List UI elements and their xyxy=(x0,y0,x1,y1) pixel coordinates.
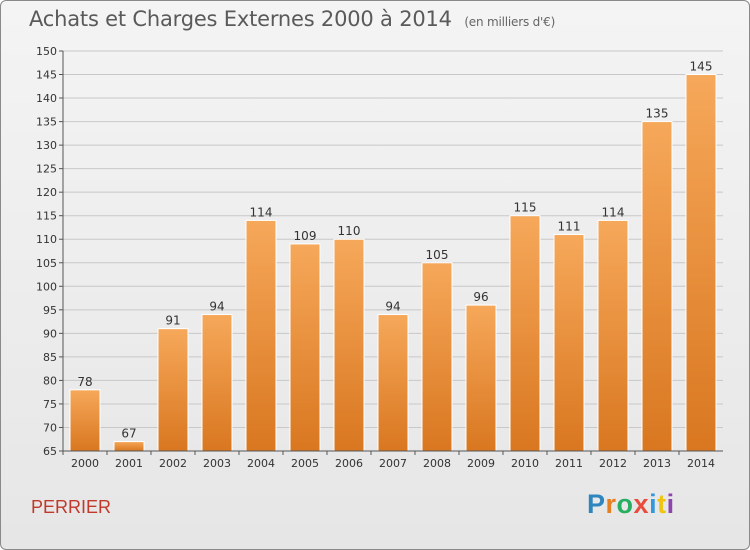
y-tick-label: 135 xyxy=(36,116,57,129)
y-tick-label: 70 xyxy=(43,421,57,434)
x-tick-label-2003: 2003 xyxy=(203,457,231,470)
logo-letter: o xyxy=(616,489,634,519)
logo-letter: i xyxy=(649,489,658,519)
y-tick-label: 125 xyxy=(36,163,57,176)
bars xyxy=(69,74,717,452)
value-label-2012: 114 xyxy=(602,205,625,219)
x-tick-label-2013: 2013 xyxy=(643,457,671,470)
bar-2004 xyxy=(245,219,277,452)
bar-2014 xyxy=(685,74,717,452)
value-label-2002: 91 xyxy=(165,314,180,328)
x-tick-label-2012: 2012 xyxy=(599,457,627,470)
value-label-2003: 94 xyxy=(209,300,224,314)
value-label-2014: 145 xyxy=(690,60,713,74)
bar-2009 xyxy=(465,304,497,452)
logo-letter: i xyxy=(666,489,675,519)
x-tick-label-2008: 2008 xyxy=(423,457,451,470)
y-tick-label: 105 xyxy=(36,257,57,270)
value-label-2001: 67 xyxy=(121,427,136,441)
y-tick-label: 100 xyxy=(36,280,57,293)
city-name: PERRIER xyxy=(31,497,112,517)
logo-letter: x xyxy=(633,489,650,519)
logo-letter: t xyxy=(657,489,667,519)
value-label-2010: 115 xyxy=(514,201,537,215)
chart-title-text: Achats et Charges Externes 2000 à 2014 xyxy=(29,7,452,31)
value-label-2009: 96 xyxy=(473,290,488,304)
x-tick-label-2002: 2002 xyxy=(159,457,187,470)
logo-letter: P xyxy=(587,489,606,519)
logo-letter: r xyxy=(605,489,617,519)
chart-subtitle: (en milliers d'€) xyxy=(464,15,556,29)
y-tick-label: 110 xyxy=(36,233,57,246)
y-tick-label: 120 xyxy=(36,186,57,199)
value-label-2005: 109 xyxy=(294,229,317,243)
x-tick-label-2005: 2005 xyxy=(291,457,319,470)
bar-2002 xyxy=(157,328,189,452)
y-tick-label: 130 xyxy=(36,139,57,152)
y-tick-label: 95 xyxy=(43,304,57,317)
x-tick-label-2014: 2014 xyxy=(687,457,715,470)
y-tick-label: 145 xyxy=(36,69,57,82)
labels: 65 70 75 80 85 90 95 100 105 110 115 120 125 130 135 14… xyxy=(36,45,715,470)
value-label-2000: 78 xyxy=(77,375,92,389)
bar-2000 xyxy=(69,389,101,452)
proxiti-logo: Proxiti xyxy=(587,489,675,520)
value-label-2007: 94 xyxy=(385,300,400,314)
bar-2010 xyxy=(509,215,541,452)
y-tick-label: 85 xyxy=(43,351,57,364)
bar-2012 xyxy=(597,219,629,452)
y-tick-label: 150 xyxy=(36,45,57,58)
value-label-2011: 111 xyxy=(558,220,581,234)
chart-title: Achats et Charges Externes 2000 à 2014 (… xyxy=(29,7,555,31)
y-tick-label: 75 xyxy=(43,398,57,411)
value-label-2013: 135 xyxy=(646,107,669,121)
y-tick-label: 90 xyxy=(43,327,57,340)
y-tick-label: 80 xyxy=(43,374,57,387)
bar-2003 xyxy=(201,314,233,452)
value-label-2006: 110 xyxy=(338,224,361,238)
bar-2008 xyxy=(421,262,453,452)
x-tick-label-2010: 2010 xyxy=(511,457,539,470)
x-tick-label-2004: 2004 xyxy=(247,457,275,470)
bar-2001 xyxy=(113,441,145,452)
x-tick-label-2006: 2006 xyxy=(335,457,363,470)
axes xyxy=(59,50,723,455)
y-tick-label: 65 xyxy=(43,445,57,458)
x-tick-label-2011: 2011 xyxy=(555,457,583,470)
bar-2006 xyxy=(333,238,365,452)
y-tick-label: 140 xyxy=(36,92,57,105)
bar-2007 xyxy=(377,314,409,452)
x-tick-label-2007: 2007 xyxy=(379,457,407,470)
value-label-2004: 114 xyxy=(250,205,273,219)
value-label-2008: 105 xyxy=(426,248,449,262)
y-tick-label: 115 xyxy=(36,210,57,223)
x-tick-label-2000: 2000 xyxy=(71,457,99,470)
x-tick-label-2001: 2001 xyxy=(115,457,143,470)
bar-2013 xyxy=(641,121,673,452)
x-tick-label-2009: 2009 xyxy=(467,457,495,470)
bar-2011 xyxy=(553,234,585,452)
bar-2005 xyxy=(289,243,321,452)
